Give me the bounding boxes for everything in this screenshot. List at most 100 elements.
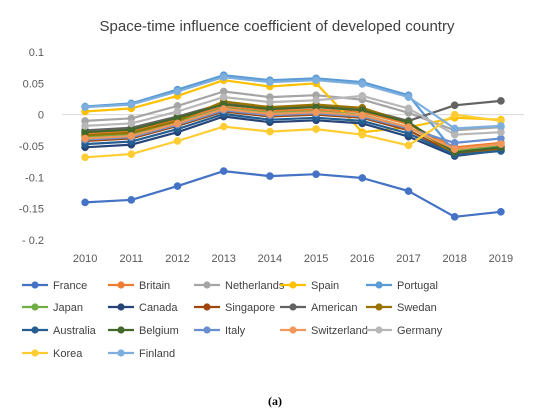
x-tick-label: 2014	[258, 253, 282, 265]
data-point	[404, 141, 413, 150]
series-line-16	[85, 113, 502, 159]
data-point	[358, 174, 367, 182]
legend-marker	[117, 326, 125, 334]
legend-marker	[289, 303, 297, 311]
x-tick-label: 2016	[350, 253, 374, 265]
data-point	[404, 104, 413, 113]
data-point	[358, 92, 367, 100]
series-line-8	[85, 110, 502, 155]
data-point	[219, 105, 228, 113]
data-point	[497, 140, 505, 148]
data-point	[404, 93, 413, 101]
data-point	[219, 122, 228, 131]
data-point	[312, 108, 320, 117]
legend-marker	[203, 326, 211, 334]
data-point	[312, 125, 320, 133]
x-tick-label: 2015	[304, 253, 328, 265]
x-tick-label: 2013	[211, 253, 235, 265]
data-point	[450, 101, 459, 110]
data-point	[219, 93, 228, 101]
series-line-17	[85, 75, 501, 130]
data-point	[497, 122, 505, 130]
legend-label: Swedan	[397, 302, 437, 314]
series-line-7	[85, 115, 502, 158]
legend-marker	[289, 281, 297, 289]
figure-caption: (a)	[268, 394, 282, 408]
legend-marker	[117, 281, 125, 289]
series-line-1	[85, 170, 502, 218]
y-tick-label: -0.1	[25, 172, 44, 184]
data-point	[127, 132, 136, 140]
legend-label: Germany	[397, 325, 443, 337]
data-point	[173, 119, 182, 128]
data-point	[266, 172, 274, 180]
legend-marker	[31, 281, 39, 289]
data-point	[266, 78, 274, 86]
legend-label: Japan	[53, 302, 83, 314]
data-point	[219, 73, 228, 81]
data-point	[81, 103, 89, 111]
y-tick-label: -0.05	[19, 141, 44, 153]
legend-label: Italy	[225, 325, 246, 337]
legend-label: Canada	[139, 302, 178, 314]
data-point	[404, 123, 413, 132]
data-point	[81, 122, 89, 130]
data-point	[358, 130, 367, 139]
series-line-5	[85, 74, 502, 154]
data-point	[450, 124, 459, 133]
legend-label: Netherlands	[225, 280, 285, 292]
legend-label: Finland	[139, 348, 175, 360]
legend-label: Australia	[53, 325, 97, 337]
data-point	[173, 87, 182, 96]
legend-marker	[31, 326, 39, 334]
y-tick-label: - 0.2	[22, 235, 44, 247]
legend-marker	[203, 281, 211, 289]
data-point	[312, 170, 320, 179]
data-point	[81, 134, 89, 143]
data-point	[127, 150, 136, 158]
data-point	[173, 137, 182, 145]
data-point	[173, 182, 182, 190]
legend-label: American	[311, 302, 357, 314]
legend-marker	[31, 303, 39, 311]
data-point	[81, 198, 89, 207]
legend-marker	[117, 349, 125, 357]
x-tick-label: 2017	[396, 253, 420, 265]
x-tick-label: 2019	[489, 253, 513, 265]
data-point	[127, 119, 136, 128]
data-point	[450, 110, 459, 119]
data-point	[219, 167, 228, 175]
legend-marker	[203, 303, 211, 311]
data-point	[81, 153, 89, 162]
data-point	[358, 80, 367, 88]
legend-marker	[31, 349, 39, 357]
series-line-14	[85, 107, 502, 151]
data-point	[404, 187, 413, 195]
legend-marker	[289, 326, 297, 334]
legend-label: Portugal	[397, 280, 438, 292]
series-line-13	[85, 109, 502, 144]
legend-marker	[375, 303, 383, 311]
chart-title: Space-time influence coefficient of deve…	[100, 18, 455, 35]
legend-marker	[375, 281, 383, 289]
y-tick-label: 0.1	[29, 47, 44, 59]
y-tick-label: 0	[38, 110, 44, 122]
x-tick-label: 2010	[73, 253, 97, 265]
data-point	[127, 100, 136, 109]
series-line-15	[85, 94, 501, 136]
y-tick-label: -0.15	[19, 204, 44, 216]
x-tick-label: 2011	[119, 253, 143, 265]
data-point	[312, 76, 320, 85]
data-point	[266, 110, 274, 118]
data-point	[450, 145, 459, 153]
data-point	[312, 96, 320, 105]
legend-marker	[117, 303, 125, 311]
legend-label: Britain	[139, 280, 170, 292]
data-point	[450, 212, 459, 221]
legend-label: Singapore	[225, 302, 275, 314]
data-point	[173, 107, 182, 116]
data-point	[497, 207, 505, 216]
data-point	[266, 98, 274, 106]
